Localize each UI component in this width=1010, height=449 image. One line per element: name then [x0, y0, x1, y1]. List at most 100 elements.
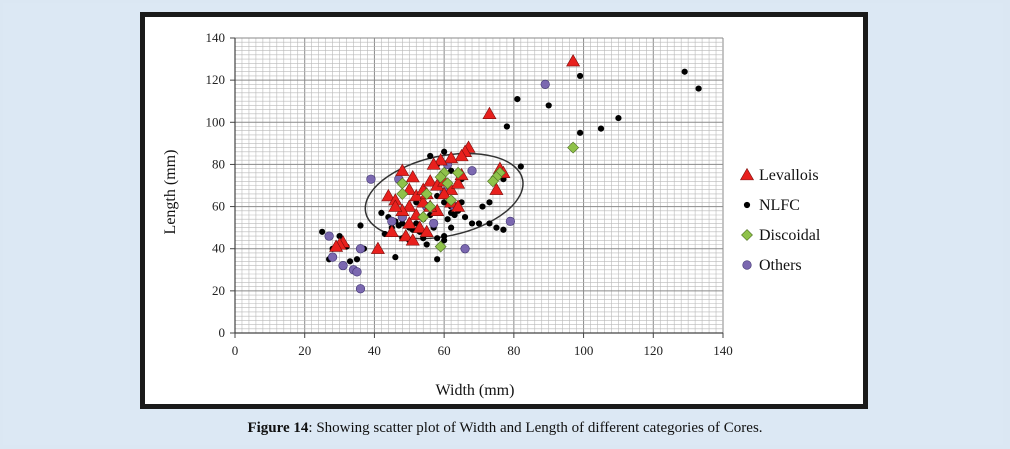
data-point-discoidal [441, 177, 454, 190]
data-point-nlfc [576, 72, 584, 80]
data-point-levallois [423, 174, 438, 187]
x-tick-label: 20 [298, 343, 311, 358]
y-tick-label: 100 [206, 114, 226, 129]
data-point-others [324, 231, 334, 241]
y-tick-label: 60 [212, 199, 225, 214]
data-point-others [355, 244, 366, 254]
data-point-discoidal [417, 211, 430, 224]
data-point-levallois [381, 188, 396, 202]
x-axis-title: Width (mm) [436, 382, 515, 399]
y-tick-label: 120 [206, 72, 226, 87]
data-point-levallois [437, 186, 452, 200]
data-point-nlfc [441, 237, 448, 244]
data-point-levallois [454, 148, 469, 162]
data-point-nlfc [493, 224, 500, 231]
data-point-nlfc [597, 125, 605, 132]
data-point-levallois [370, 241, 385, 254]
scatter-chart: 0 20 40 60 80 100 120 140 0 20 40 60 80 100 120 140 Wid… [162, 30, 821, 399]
grid [234, 37, 724, 334]
data-point-levallois [395, 163, 410, 176]
data-point-nlfc [423, 241, 430, 248]
data-point-discoidal [567, 141, 580, 154]
data-point-nlfc [615, 114, 622, 122]
data-point-others [366, 174, 376, 184]
x-tick-label: 0 [232, 343, 239, 358]
data-point-discoidal [396, 188, 409, 200]
y-tick-label: 80 [212, 156, 225, 171]
data-point-levallois [388, 199, 403, 212]
y-tick-label: 0 [219, 325, 226, 340]
data-point-levallois [402, 199, 417, 212]
legend-marker-discoidal [741, 229, 753, 241]
data-point-levallois [402, 216, 417, 229]
y-tick-label: 140 [206, 30, 226, 45]
data-point-nlfc [378, 209, 385, 216]
cluster-ellipse [364, 152, 524, 240]
data-points [319, 54, 702, 294]
legend-marker-levallois [739, 167, 755, 181]
data-point-nlfc [514, 96, 521, 103]
data-point-levallois [412, 220, 427, 233]
x-tick-label: 100 [574, 343, 594, 358]
data-point-nlfc [336, 232, 343, 240]
legend-label-nlfc: NLFC [759, 197, 800, 214]
data-point-others [467, 166, 477, 176]
data-point-nlfc [503, 123, 510, 130]
legend-label-levallois: Levallois [759, 167, 819, 184]
data-point-nlfc [486, 220, 493, 227]
data-point-nlfc [681, 68, 688, 75]
data-point-discoidal [424, 200, 437, 213]
data-point-discoidal [452, 166, 465, 179]
data-point-discoidal [420, 188, 433, 200]
data-point-discoidal [434, 171, 447, 183]
data-point-levallois [419, 224, 434, 238]
data-point-others [505, 216, 515, 226]
caption-label: Figure 14 [247, 420, 309, 436]
data-point-nlfc [475, 220, 483, 227]
data-point-nlfc [346, 258, 354, 265]
x-tick-label: 80 [507, 343, 520, 358]
x-tick-label: 60 [438, 343, 451, 358]
data-point-nlfc [319, 228, 326, 235]
series-discoidal [396, 141, 580, 253]
legend-label-discoidal: Discoidal [759, 227, 821, 244]
data-point-nlfc [441, 148, 448, 155]
data-point-levallois [444, 151, 459, 164]
annotation-layer [364, 152, 524, 240]
data-point-nlfc [695, 85, 702, 92]
figure-caption: Figure 14: Showing scatter plot of Width… [0, 420, 1010, 437]
data-point-others [355, 284, 366, 294]
data-point-nlfc [444, 216, 451, 223]
series-nlfc [319, 68, 702, 273]
data-point-levallois [451, 199, 466, 212]
data-point-levallois [405, 233, 420, 246]
data-point-levallois [384, 224, 399, 238]
data-point-nlfc [434, 235, 441, 242]
data-point-levallois [405, 169, 420, 183]
data-point-nlfc [545, 102, 552, 109]
chart-frame: 0 20 40 60 80 100 120 140 0 20 40 60 80 100 120 140 Wid… [140, 12, 868, 409]
y-axis-title: Length (mm) [162, 150, 179, 235]
legend-label-others: Others [759, 257, 802, 274]
data-point-others [328, 252, 338, 262]
data-point-others [338, 260, 348, 271]
data-point-nlfc [468, 220, 476, 227]
data-point-nlfc [486, 199, 493, 206]
data-point-levallois [489, 182, 504, 195]
data-point-nlfc [461, 214, 469, 221]
data-point-nlfc [395, 222, 402, 229]
x-tick-label: 40 [368, 343, 381, 358]
caption-text: : Showing scatter plot of Width and Leng… [308, 420, 763, 436]
data-point-levallois [426, 157, 441, 170]
legend: Levallois NLFC Discoidal Others [739, 167, 821, 274]
data-point-others [352, 267, 362, 277]
data-point-nlfc [434, 256, 441, 263]
chart-area: 0 20 40 60 80 100 120 140 0 20 40 60 80 100 120 140 Wid… [145, 17, 863, 404]
y-tick-label: 40 [212, 241, 225, 256]
data-point-nlfc [353, 256, 361, 263]
data-point-nlfc [479, 203, 486, 210]
data-point-levallois [482, 106, 497, 120]
data-point-discoidal [487, 175, 499, 188]
data-point-nlfc [500, 226, 507, 233]
data-point-nlfc [392, 254, 399, 261]
